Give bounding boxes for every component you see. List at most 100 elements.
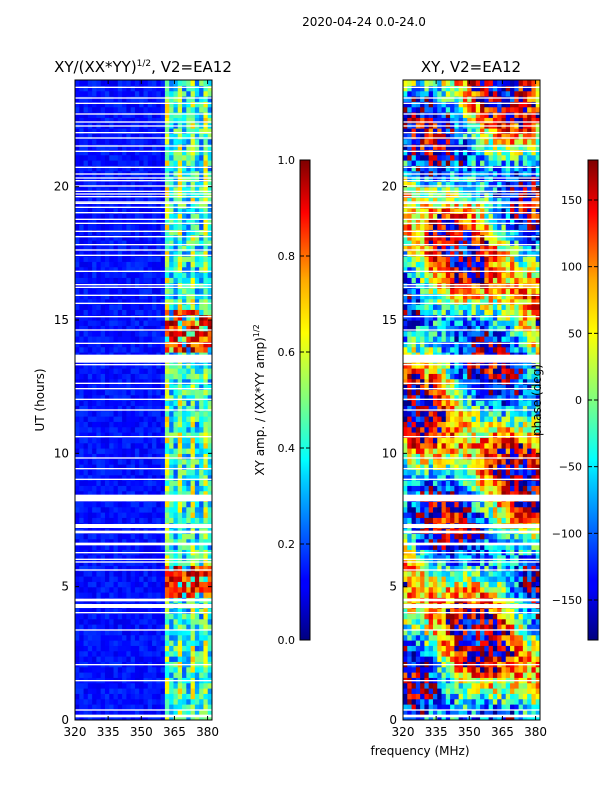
amp-cell bbox=[79, 538, 85, 545]
amp-cell bbox=[177, 218, 183, 225]
amp-cell bbox=[190, 592, 196, 598]
amp-cell bbox=[130, 437, 136, 444]
amp-cell bbox=[117, 554, 123, 561]
phase-cell bbox=[471, 624, 477, 630]
phase-cell bbox=[488, 586, 494, 593]
phase-cell bbox=[492, 704, 498, 710]
amp-cell bbox=[100, 586, 106, 593]
amp-cell bbox=[190, 640, 196, 646]
amp-cell bbox=[177, 138, 183, 145]
amp-cell bbox=[79, 618, 85, 625]
amp-cell bbox=[87, 208, 93, 214]
amp-cell bbox=[75, 464, 80, 470]
amp-cell bbox=[96, 378, 102, 385]
amp-cell bbox=[169, 176, 175, 182]
amp-cell bbox=[100, 666, 106, 673]
amp-cell bbox=[87, 309, 93, 316]
amp-cell bbox=[139, 576, 145, 582]
phase-cell bbox=[531, 613, 537, 620]
phase-cell bbox=[510, 576, 515, 582]
amp-cell bbox=[130, 629, 136, 636]
amp-cell bbox=[104, 448, 110, 454]
amp-cell bbox=[177, 144, 183, 150]
amp-cell bbox=[126, 293, 132, 300]
amp-cell bbox=[134, 272, 140, 278]
amp-cell bbox=[79, 485, 85, 492]
amp-cell bbox=[109, 368, 115, 374]
phase-cell bbox=[497, 586, 503, 593]
phase-cell bbox=[437, 688, 443, 694]
amp-cell bbox=[87, 138, 93, 145]
amp-cell bbox=[104, 624, 110, 630]
amp-cell bbox=[169, 213, 175, 220]
amp-cell bbox=[113, 128, 119, 134]
amp-cell bbox=[92, 368, 98, 374]
amp-cell bbox=[104, 272, 110, 278]
amp-cell bbox=[100, 309, 106, 316]
amp-cell bbox=[83, 709, 89, 716]
amp-cell bbox=[139, 501, 145, 508]
amp-cell bbox=[109, 410, 115, 417]
phase-cell bbox=[492, 586, 498, 593]
amp-cell bbox=[83, 341, 89, 348]
amp-cell bbox=[194, 309, 200, 316]
amp-cell bbox=[109, 288, 115, 294]
amp-cell bbox=[156, 224, 162, 230]
phase-cell bbox=[428, 592, 434, 598]
amp-cell bbox=[109, 224, 115, 230]
phase-cell bbox=[462, 672, 468, 678]
flagged-gap bbox=[75, 294, 212, 296]
amp-cell bbox=[87, 154, 93, 161]
amp-cell bbox=[113, 389, 119, 396]
amp-cell bbox=[113, 176, 119, 182]
amp-cell bbox=[134, 298, 140, 305]
phase-cell bbox=[415, 613, 421, 620]
amp-cell bbox=[173, 261, 179, 268]
amp-cell bbox=[207, 96, 212, 102]
amp-title-base: XY/(XX*YY) bbox=[54, 58, 137, 76]
amp-cell bbox=[164, 464, 170, 470]
amp-cell bbox=[147, 138, 153, 145]
amp-cell bbox=[160, 304, 166, 310]
phase-cell bbox=[428, 656, 434, 662]
amp-cell bbox=[156, 442, 162, 449]
amp-cell bbox=[96, 613, 102, 620]
amp-cell bbox=[87, 320, 93, 326]
amp-cell bbox=[117, 90, 123, 97]
phase-cell bbox=[441, 618, 447, 625]
phase-cell bbox=[535, 592, 540, 598]
phase-cell bbox=[510, 570, 515, 577]
amp-cell bbox=[117, 709, 123, 716]
amp-cell bbox=[156, 624, 162, 630]
amp-cell bbox=[134, 501, 140, 508]
amp-cell bbox=[117, 282, 123, 289]
amp-cell bbox=[147, 96, 153, 102]
amp-cell bbox=[207, 442, 212, 449]
phase-cell bbox=[475, 693, 481, 700]
amp-cell bbox=[139, 186, 145, 193]
amp-cell bbox=[199, 517, 205, 524]
amp-cell bbox=[122, 533, 127, 540]
phase-cell bbox=[522, 576, 528, 582]
amp-cell bbox=[126, 426, 132, 433]
flagged-gap bbox=[75, 561, 212, 563]
amp-cell bbox=[96, 298, 102, 305]
amp-cell bbox=[104, 186, 110, 193]
amp-cell bbox=[130, 117, 136, 124]
flagged-gap bbox=[75, 409, 212, 411]
amp-cell bbox=[134, 101, 140, 108]
amp-cell bbox=[156, 693, 162, 700]
amp-cell bbox=[126, 154, 132, 161]
amp-cell bbox=[177, 432, 183, 438]
amp-cell bbox=[100, 432, 106, 438]
amp-cell bbox=[186, 480, 192, 486]
amp-cell bbox=[87, 346, 93, 353]
amp-cell bbox=[126, 362, 132, 369]
amp-cell bbox=[104, 208, 110, 214]
amp-cell bbox=[109, 192, 115, 198]
amp-cell bbox=[139, 682, 145, 689]
amp-cell bbox=[92, 624, 98, 630]
flagged-gap bbox=[75, 173, 212, 175]
amp-cell bbox=[75, 224, 80, 230]
amp-cell bbox=[169, 506, 175, 513]
